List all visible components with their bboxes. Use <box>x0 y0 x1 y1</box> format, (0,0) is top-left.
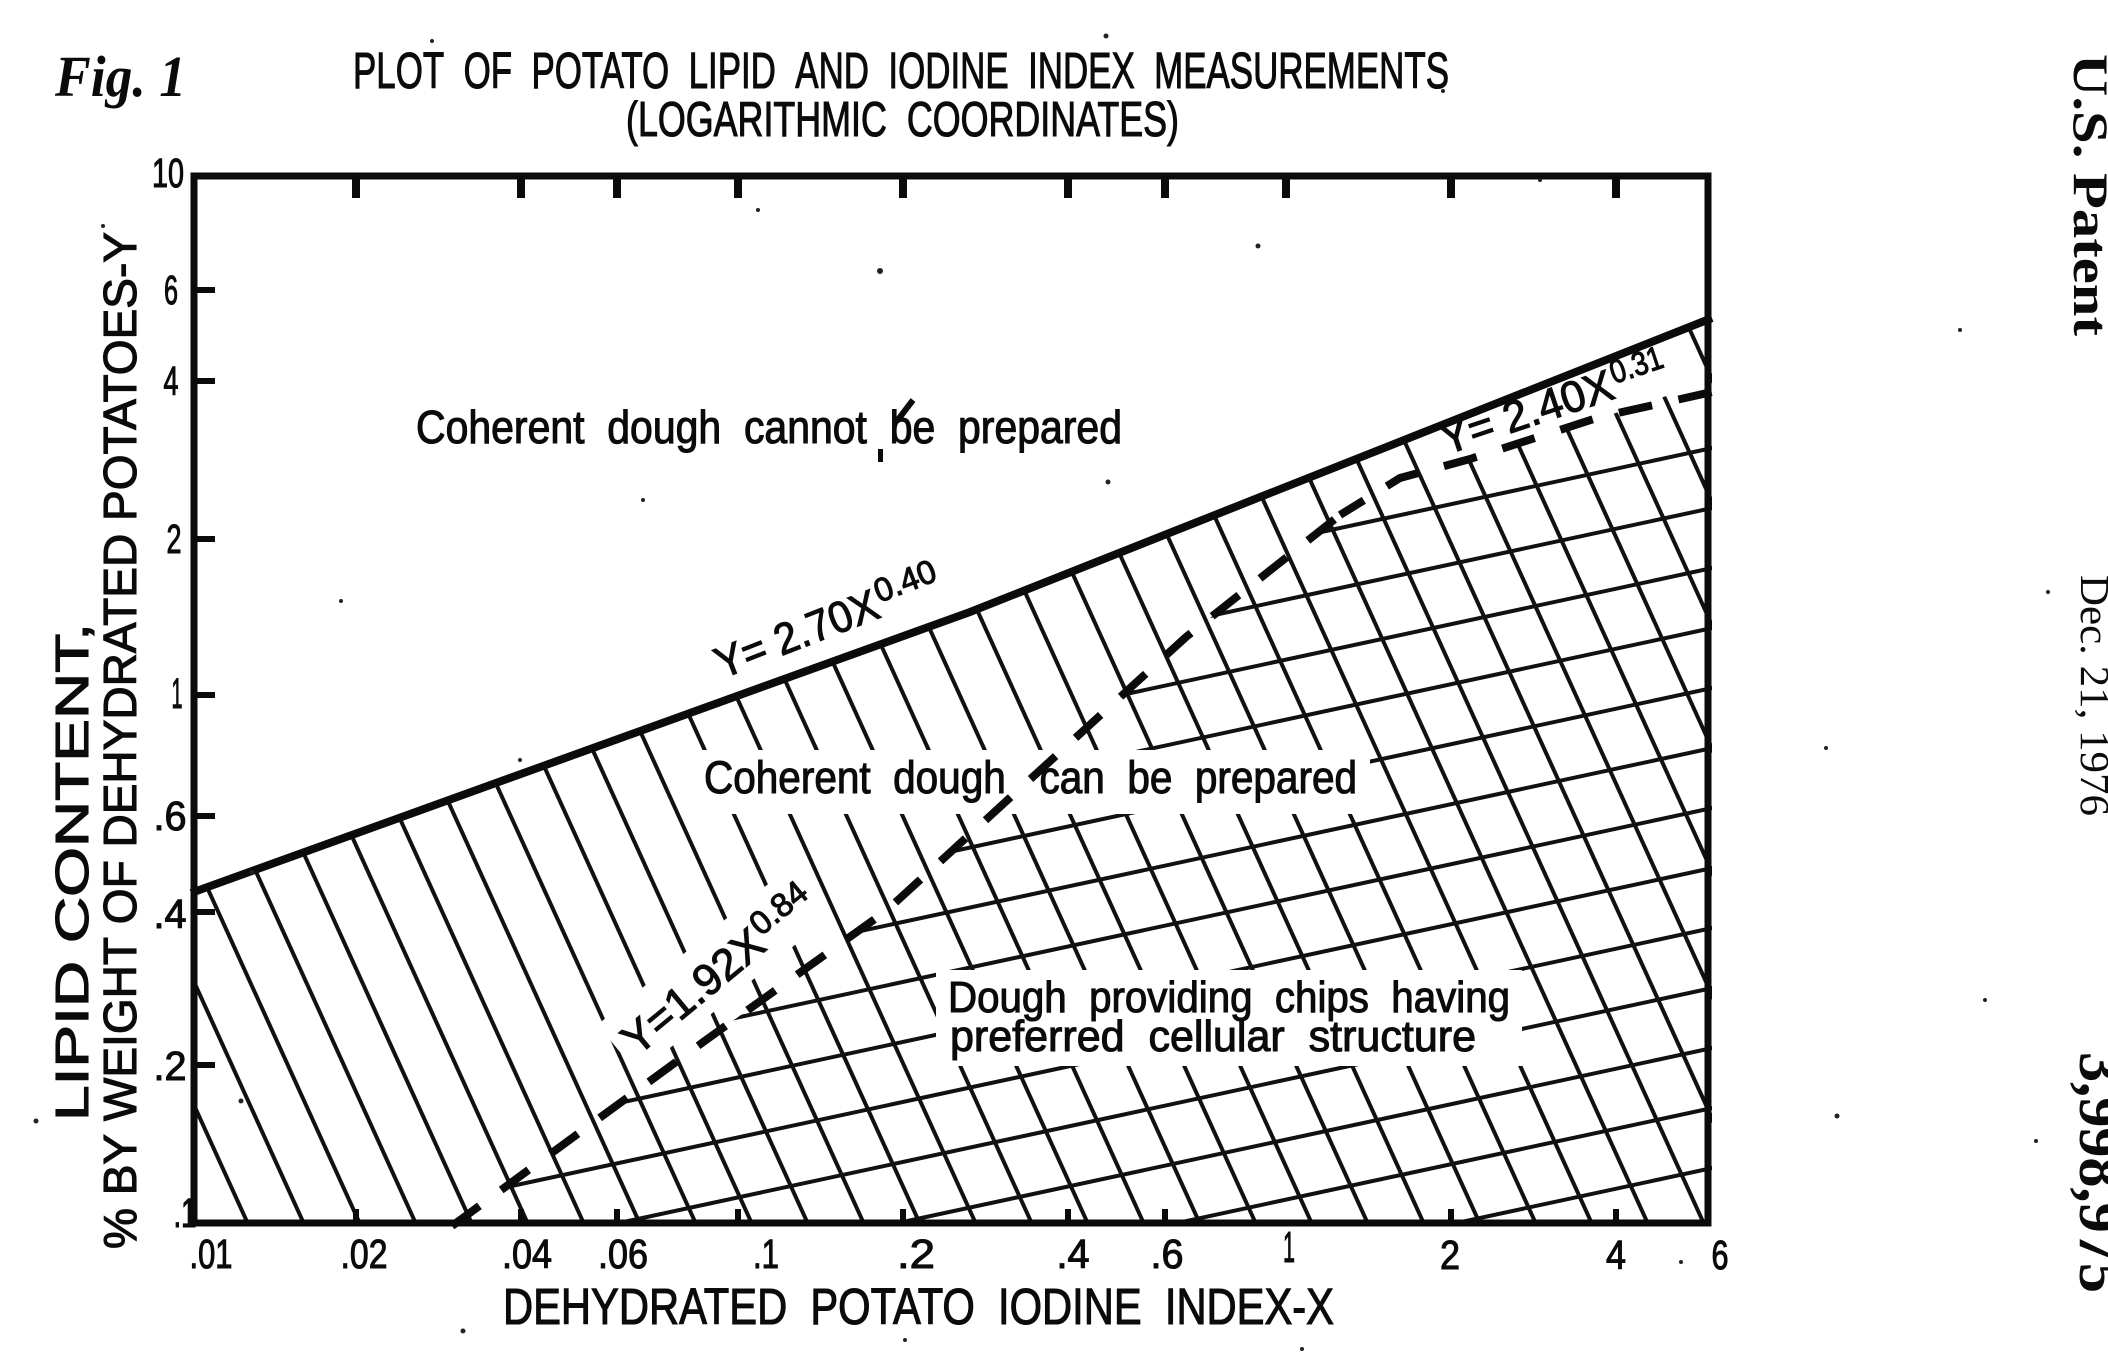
svg-text:% BY WEIGHT OF DEHYDRATED POTA: % BY WEIGHT OF DEHYDRATED POTATOES-Y <box>94 232 146 1249</box>
svg-text:U.S. Patent: U.S. Patent <box>2063 54 2108 336</box>
svg-text:1: 1 <box>172 670 183 718</box>
svg-text:.2: .2 <box>897 1231 935 1277</box>
svg-text:Coherent dough cannot be p: Coherent dough cannot be prepared <box>416 401 1122 453</box>
svg-text:LIPID CONTENT,: LIPID CONTENT, <box>46 623 98 1121</box>
svg-text:3,998,975: 3,998,975 <box>2066 1052 2108 1293</box>
svg-text:.6: .6 <box>1151 1231 1184 1277</box>
svg-text:.1: .1 <box>174 1190 197 1236</box>
svg-text:10: 10 <box>152 150 184 196</box>
svg-text:.4: .4 <box>1057 1231 1090 1277</box>
svg-text:2: 2 <box>167 516 182 562</box>
svg-text:.04: .04 <box>502 1231 552 1277</box>
svg-text:PLOT OF POTATO LIPID AND: PLOT OF POTATO LIPID AND IODINE INDEX ME… <box>353 42 1449 99</box>
svg-text:(LOGARITHMIC COORDINATES): (LOGARITHMIC COORDINATES) <box>626 93 1179 147</box>
svg-text:Dec. 21, 1976: Dec. 21, 1976 <box>2072 575 2108 816</box>
svg-text:.2: .2 <box>154 1043 187 1089</box>
svg-text:.6: .6 <box>154 793 187 839</box>
svg-text:.01: .01 <box>190 1231 233 1277</box>
svg-text:.1: .1 <box>753 1231 779 1277</box>
svg-text:6: 6 <box>1712 1232 1729 1278</box>
svg-text:preferred cellular structure: preferred cellular structure <box>950 1012 1476 1061</box>
svg-text:DEHYDRATED POTATO IODINE IN: DEHYDRATED POTATO IODINE INDEX-X <box>503 1278 1334 1335</box>
svg-text:Dough providing chips havin: Dough providing chips having <box>948 973 1510 1022</box>
svg-text:.02: .02 <box>341 1231 388 1277</box>
svg-text:6: 6 <box>164 267 178 313</box>
svg-text:1: 1 <box>1283 1223 1295 1272</box>
svg-text:4: 4 <box>164 358 179 404</box>
svg-text:.06: .06 <box>598 1231 648 1277</box>
svg-text:Fig. 1: Fig. 1 <box>54 44 186 109</box>
svg-text:4: 4 <box>1606 1232 1626 1278</box>
svg-text:.4: .4 <box>154 891 187 937</box>
svg-text:2: 2 <box>1440 1232 1460 1278</box>
